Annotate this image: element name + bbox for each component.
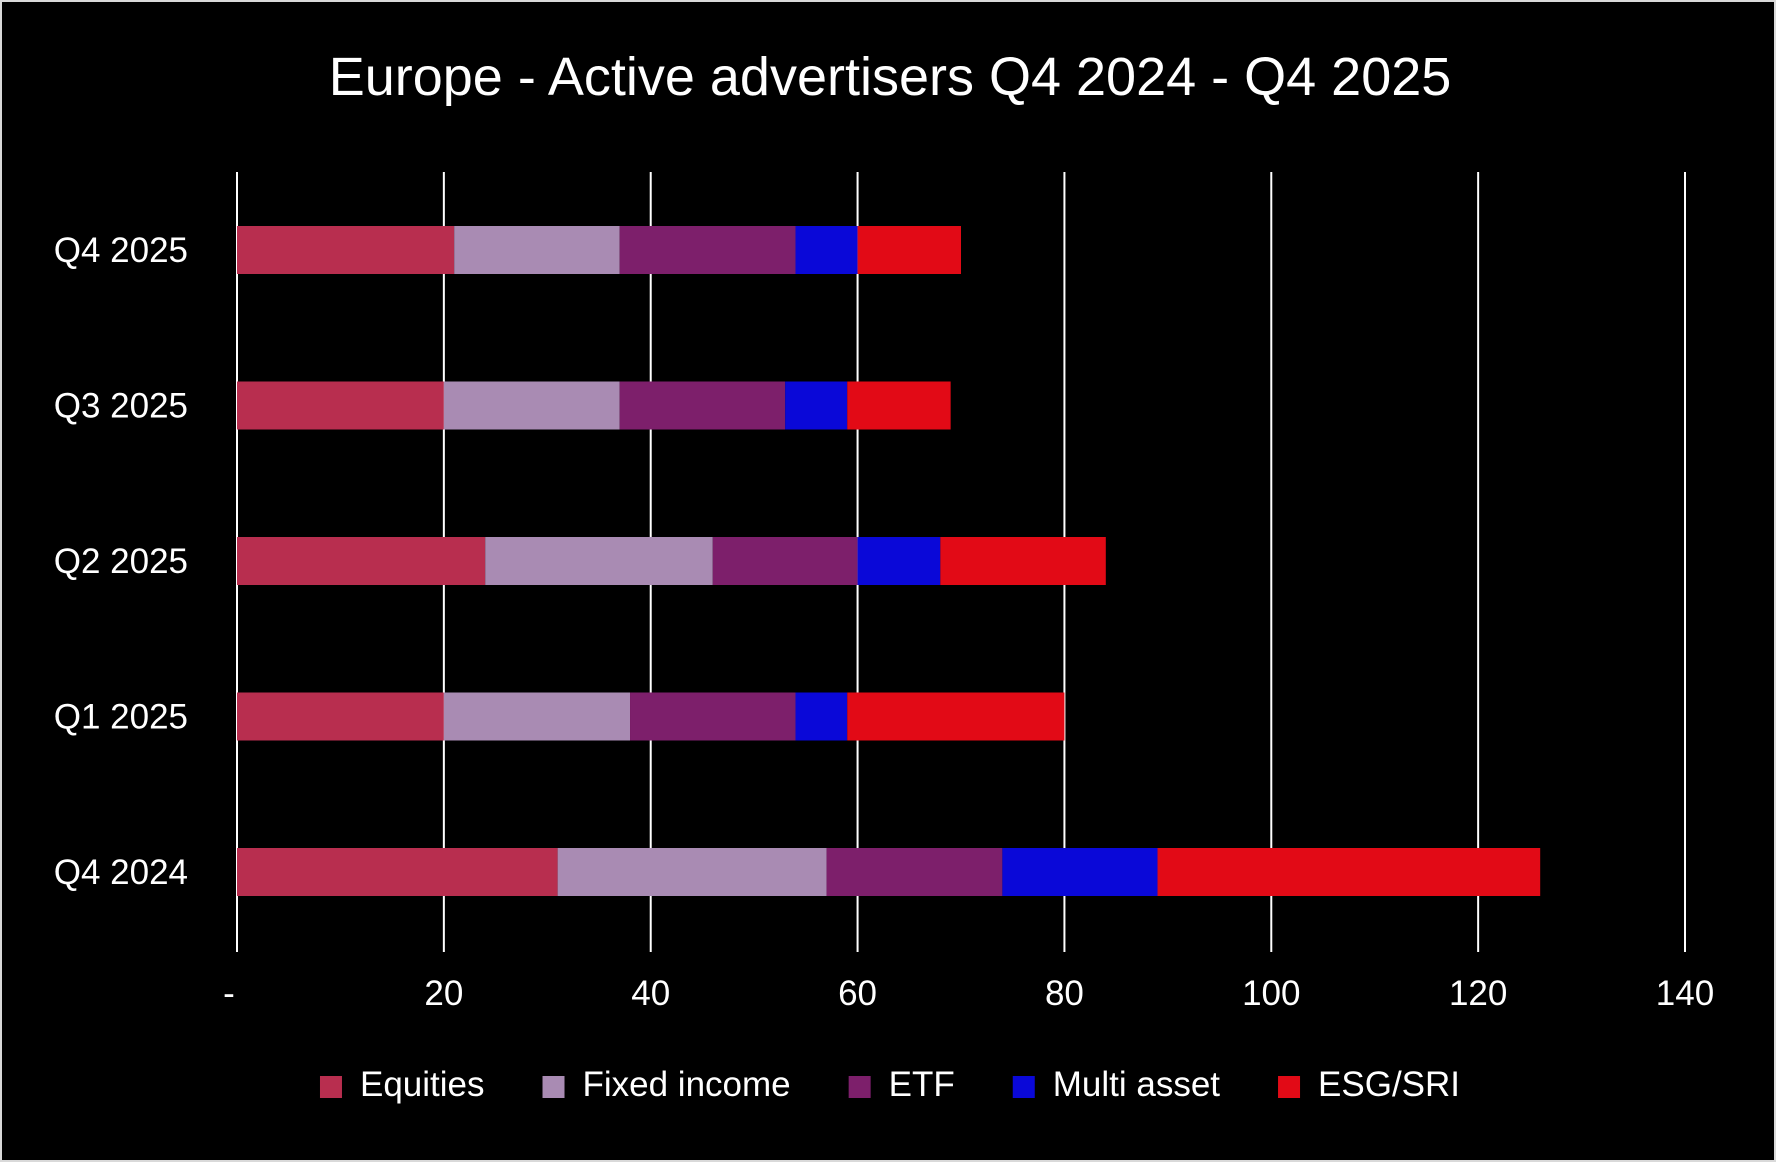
bar-segment: [619, 381, 786, 430]
bar-segment: [795, 226, 858, 274]
bar-segment: [940, 537, 1106, 585]
legend-swatch: [1278, 1076, 1301, 1098]
bar-segment: [785, 381, 848, 430]
x-tick-label: -: [223, 974, 235, 1013]
bar-segment: [454, 226, 620, 274]
category-label: Q2 2025: [54, 542, 188, 581]
value-axis: - 20 40 60 80 100 120 140: [223, 974, 1714, 1013]
bar-segment: [1157, 848, 1541, 896]
bar-segment: [443, 692, 631, 741]
x-tick-label: 80: [1045, 974, 1084, 1013]
bar-segment: [847, 692, 1065, 741]
x-tick-label: 140: [1656, 974, 1714, 1013]
bar-segment: [630, 692, 796, 741]
legend-swatch: [1012, 1076, 1035, 1098]
x-tick-label: 100: [1242, 974, 1300, 1013]
category-label: Q4 2024: [54, 853, 188, 892]
bar-segment: [1002, 848, 1158, 896]
x-tick-label: 20: [424, 974, 463, 1013]
bar-segment: [237, 381, 444, 430]
legend-swatch: [848, 1076, 871, 1098]
category-label: Q3 2025: [54, 387, 188, 426]
legend-label: Equities: [360, 1065, 485, 1104]
bar-segment: [237, 537, 486, 585]
bar-segment: [237, 692, 444, 741]
bar-segment: [857, 537, 941, 585]
bar-segment: [557, 848, 827, 896]
legend-label: Multi asset: [1053, 1065, 1221, 1104]
bar-segment: [857, 226, 961, 274]
legend-label: Fixed income: [583, 1065, 791, 1104]
bar-segment: [795, 692, 848, 741]
legend-swatch: [319, 1076, 342, 1098]
bar-segment: [847, 381, 951, 430]
bar-segment: [237, 226, 455, 274]
legend: Equities Fixed income ETF Multi asset ESG/SR…: [319, 1065, 1460, 1104]
legend-label: ESG/SRI: [1318, 1065, 1460, 1104]
bar-segment: [485, 537, 713, 585]
bar-segment: [826, 848, 1003, 896]
x-tick-label: 40: [631, 974, 670, 1013]
legend-swatch: [542, 1076, 565, 1098]
category-axis: Q4 2025 Q3 2025 Q2 2025 Q1 2025 Q4 2024: [54, 231, 188, 892]
bar-segment: [237, 848, 558, 896]
x-tick-label: 60: [838, 974, 877, 1013]
chart-title: Europe - Active advertisers Q4 2024 - Q4…: [329, 47, 1452, 107]
bars: [237, 226, 1541, 896]
category-label: Q1 2025: [54, 698, 188, 737]
bar-segment: [712, 537, 858, 585]
bar-segment: [443, 381, 620, 430]
bar-segment: [619, 226, 796, 274]
category-label: Q4 2025: [54, 231, 188, 270]
x-tick-label: 120: [1449, 974, 1507, 1013]
legend-label: ETF: [889, 1065, 955, 1104]
